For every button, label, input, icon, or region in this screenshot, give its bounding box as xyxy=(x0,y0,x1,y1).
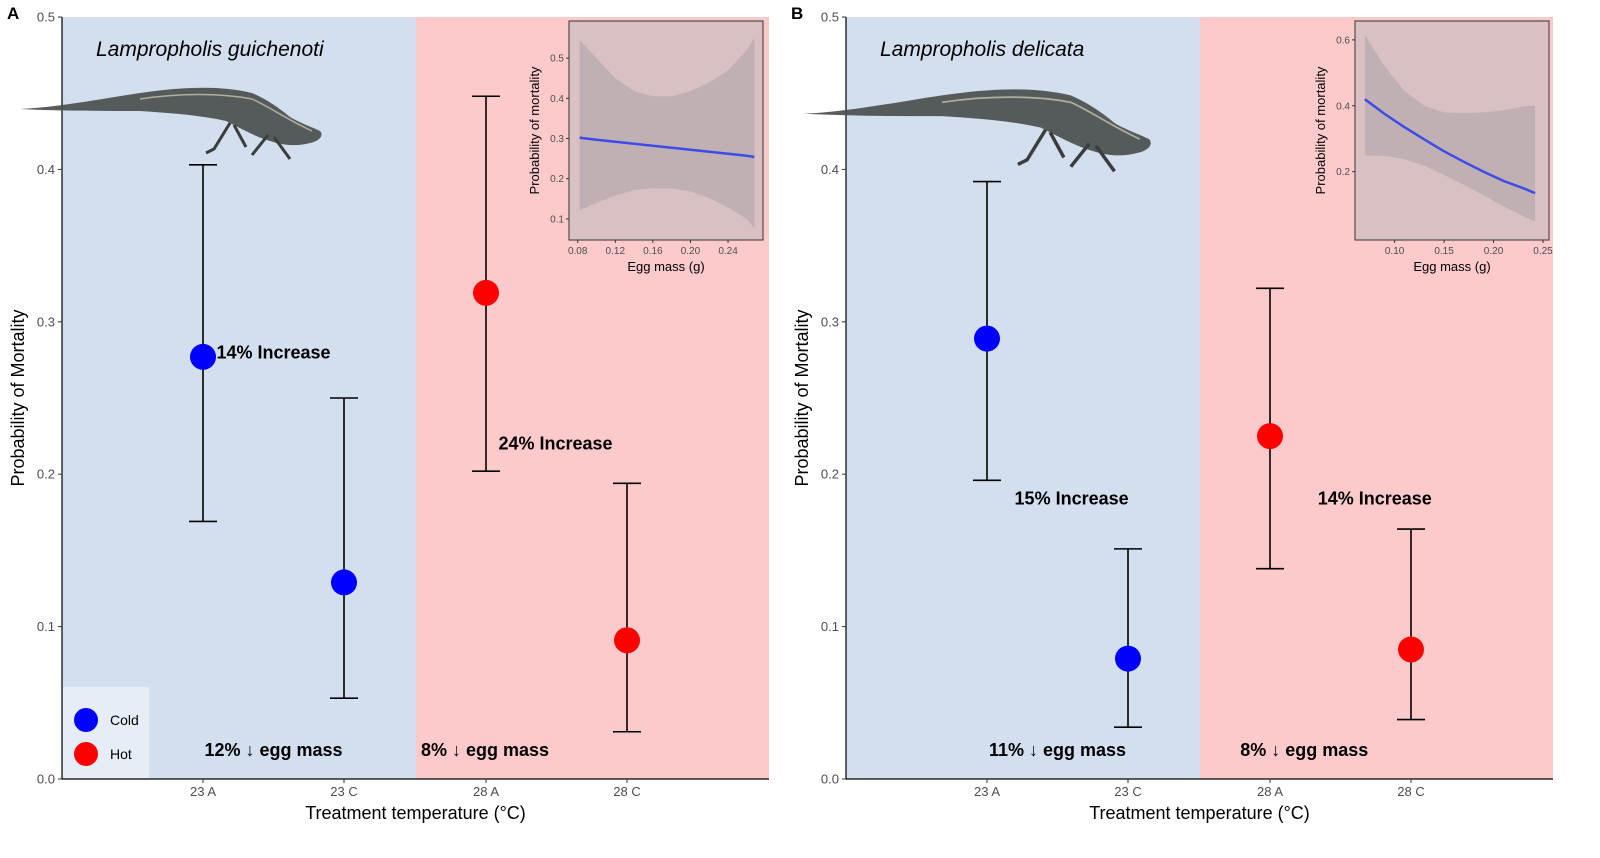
inset-y-axis-title: Probability of mortality xyxy=(527,66,542,194)
annotation: 12% ↓ egg mass xyxy=(204,740,342,760)
x-axis-title: Treatment temperature (°C) xyxy=(305,803,526,823)
inset-y-tick-label: 0.6 xyxy=(1336,35,1350,46)
legend: Cold Hot xyxy=(63,687,149,778)
y-tick-label: 0.1 xyxy=(821,619,839,634)
inset-x-tick-label: 0.16 xyxy=(643,246,663,257)
lizard-legs xyxy=(205,122,292,160)
x-tick-label: 23 A xyxy=(974,784,1000,799)
inset-x-tick-label: 0.10 xyxy=(1385,246,1405,257)
inset-x-tick-label: 0.15 xyxy=(1434,246,1454,257)
x-tick-label: 23 C xyxy=(330,784,357,799)
panel-b: 0.0 0.1 0.2 0.3 0.4 0.5 23 A 23 C 28 A 28 C Treatm… xyxy=(791,4,1553,823)
y-tick-label: 0.5 xyxy=(37,10,55,25)
data-point-hot xyxy=(614,627,640,654)
annotation: 11% ↓ egg mass xyxy=(989,740,1126,760)
x-tick-label: 28 C xyxy=(613,784,640,799)
x-tick-label: 23 A xyxy=(190,784,216,799)
cold-background xyxy=(846,17,1200,779)
inset-x-axis-title: Egg mass (g) xyxy=(627,259,704,274)
data-point-hot xyxy=(1257,423,1283,450)
y-tick-label: 0.2 xyxy=(37,467,55,482)
inset-x-tick-label: 0.20 xyxy=(681,246,701,257)
data-point-cold xyxy=(974,325,1000,352)
x-tick-label: 28 A xyxy=(473,784,499,799)
data-point-hot xyxy=(1398,636,1424,663)
inset-x-tick-label: 0.08 xyxy=(568,246,588,257)
lizard-legs xyxy=(1017,128,1116,173)
data-point-cold xyxy=(331,569,357,596)
lizard-body xyxy=(20,87,322,146)
inset-y-tick-label: 0.2 xyxy=(1336,167,1350,178)
lizard-stripe xyxy=(139,93,313,132)
inset-x-tick-label: 0.20 xyxy=(1484,246,1504,257)
panel-label: A xyxy=(7,4,19,23)
annotation: 8% ↓ egg mass xyxy=(1240,740,1368,760)
lizard-image xyxy=(20,87,322,160)
inset-y-tick-label: 0.5 xyxy=(550,54,564,65)
y-axis-title: Probability of Mortality xyxy=(792,309,812,486)
legend-background xyxy=(63,687,149,778)
inset-y-tick-label: 0.4 xyxy=(550,94,564,105)
y-tick-label: 0.0 xyxy=(821,772,839,787)
annotation: 14% Increase xyxy=(1318,489,1432,509)
y-tick-label: 0.4 xyxy=(37,162,55,177)
annotation: 24% Increase xyxy=(498,434,612,454)
y-tick-label: 0.4 xyxy=(821,162,839,177)
y-tick-label: 0.5 xyxy=(821,10,839,25)
legend-label: Hot xyxy=(110,746,132,762)
lizard-body xyxy=(804,89,1151,156)
inset-x-tick-label: 0.12 xyxy=(606,246,626,257)
x-axis-title: Treatment temperature (°C) xyxy=(1089,803,1310,823)
y-tick-label: 0.3 xyxy=(821,314,839,329)
inset-y-tick-label: 0.2 xyxy=(550,174,564,185)
data-point-cold xyxy=(1115,645,1141,672)
inset-y-axis-title: Probability of mortality xyxy=(1313,66,1328,194)
x-tick-label: 23 C xyxy=(1114,784,1141,799)
y-tick-label: 0.2 xyxy=(821,467,839,482)
x-tick-label: 28 A xyxy=(1257,784,1283,799)
annotation: 8% ↓ egg mass xyxy=(421,740,549,760)
y-axis-title: Probability of Mortality xyxy=(8,309,28,486)
species-name: Lampropholis delicata xyxy=(880,38,1084,61)
fit-line xyxy=(579,136,755,159)
inset-plot: 0.2 0.4 0.6 0.10 0.15 0.20 0.25 Egg mass (g) Pro… xyxy=(1313,20,1553,274)
inset-y-tick-label: 0.4 xyxy=(1336,101,1350,112)
confidence-ribbon xyxy=(579,38,755,229)
data-point-cold xyxy=(190,343,216,370)
fit-line xyxy=(1364,98,1536,195)
y-tick-label: 0.1 xyxy=(37,619,55,634)
annotation: 14% Increase xyxy=(216,342,330,362)
y-tick-label: 0.0 xyxy=(37,772,55,787)
legend-key-hot xyxy=(74,742,98,766)
inset-x-axis-title: Egg mass (g) xyxy=(1413,259,1490,274)
inset-plot: 0.1 0.2 0.3 0.4 0.5 0.08 0.12 0.16 0.20 0.24 Egg m… xyxy=(527,20,764,274)
annotation: 15% Increase xyxy=(1015,489,1129,509)
lizard-stripe xyxy=(941,96,1141,140)
panel-a: 0.0 0.1 0.2 0.3 0.4 0.5 23 A 23 C 28 A 28 C Treatm… xyxy=(7,4,769,823)
inset-y-tick-label: 0.1 xyxy=(550,214,564,225)
data-point-hot xyxy=(473,279,499,306)
x-tick-label: 28 C xyxy=(1397,784,1424,799)
legend-key-cold xyxy=(74,708,98,732)
y-tick-label: 0.3 xyxy=(37,314,55,329)
lizard-image xyxy=(804,89,1151,173)
species-name: Lampropholis guichenoti xyxy=(96,38,325,61)
panel-label: B xyxy=(791,4,803,23)
inset-y-tick-label: 0.3 xyxy=(550,134,564,145)
inset-x-tick-label: 0.24 xyxy=(718,246,738,257)
inset-x-tick-label: 0.25 xyxy=(1533,246,1553,257)
legend-label: Cold xyxy=(110,712,139,728)
